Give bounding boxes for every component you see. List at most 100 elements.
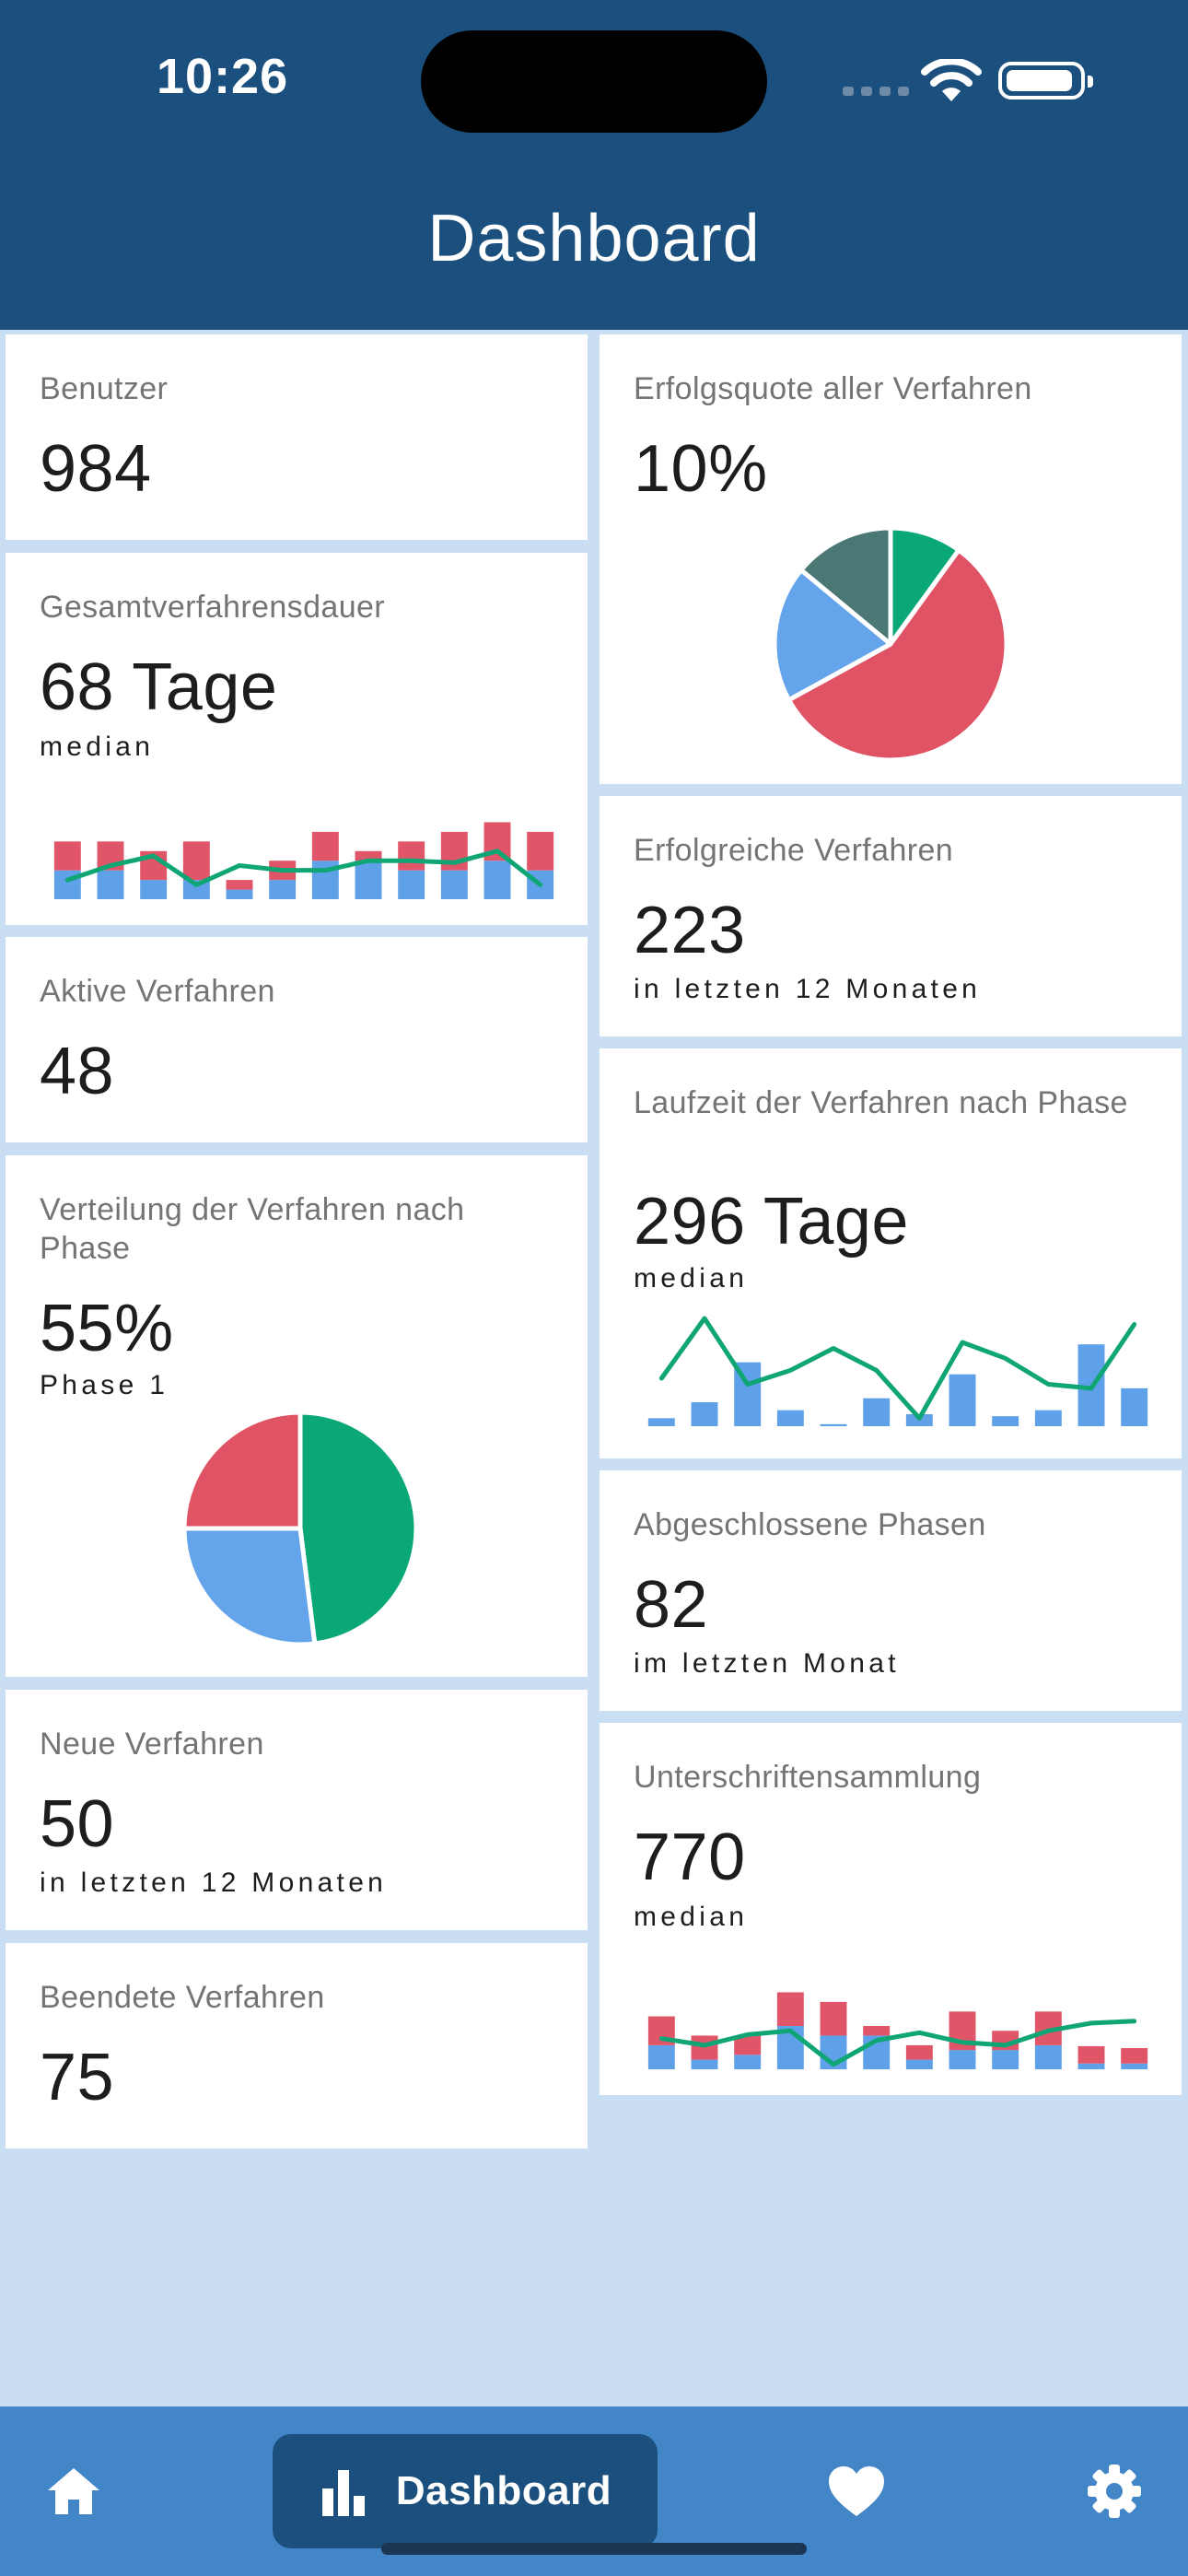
bar-s2-4 — [182, 841, 210, 881]
card-title: Benutzer — [40, 371, 169, 406]
pie-slice-3 — [772, 568, 893, 703]
card-title: Erfolgsquote aller Verfahren — [634, 371, 1032, 406]
bar-s2-12 — [527, 831, 554, 871]
card-value: 75 — [40, 2041, 115, 2114]
pie-slice-1 — [297, 1410, 419, 1646]
bar-s2-3 — [734, 2035, 762, 2055]
bar-s2-11 — [1077, 2045, 1105, 2064]
bar-s1-9 — [992, 1416, 1019, 1426]
combo-chart-laufzeit — [647, 1316, 1148, 1426]
bar-s1-9 — [992, 2050, 1019, 2069]
card-aktive-verfahren[interactable]: Aktive Verfahren 48 — [6, 937, 588, 1142]
bar-s1-11 — [483, 861, 511, 899]
bar-s1-10 — [440, 870, 468, 899]
card-title: Gesamtverfahrensdauer — [40, 590, 386, 625]
card-title: Verteilung der Verfahren nach Phase — [40, 1192, 465, 1266]
card-title: Neue Verfahren — [40, 1727, 264, 1762]
bar-s2-7 — [905, 2044, 933, 2060]
bar-s1-4 — [776, 1410, 804, 1426]
card-erfolgreiche-verfahren[interactable]: Erfolgreiche Verfahren 223 in letzten 12… — [600, 796, 1182, 1036]
pie-chart-erfolgsquote — [772, 525, 1009, 763]
card-value: 55% — [40, 1292, 174, 1365]
card-beendete-verfahren[interactable]: Beendete Verfahren 75 — [6, 1943, 588, 2149]
card-subtitle: im letzten Monat — [634, 1648, 900, 1679]
bar-s1-9 — [398, 870, 425, 899]
heart-icon — [829, 2466, 884, 2516]
bar-s1-2 — [691, 1402, 718, 1426]
card-title: Aktive Verfahren — [40, 974, 275, 1009]
card-value: 82 — [634, 1568, 709, 1642]
bar-s2-5 — [226, 880, 253, 890]
card-value: 223 — [634, 894, 746, 967]
bar-s2-5 — [820, 2001, 847, 2036]
card-neue-verfahren[interactable]: Neue Verfahren 50 in letzten 12 Monaten — [6, 1690, 588, 1930]
bar-s1-12 — [1121, 1388, 1148, 1426]
trend-line — [658, 2019, 1137, 2067]
bar-s1-1 — [647, 1418, 675, 1426]
card-value: 770 — [634, 1821, 746, 1894]
card-subtitle: median — [634, 1902, 749, 1932]
home-icon — [48, 2468, 99, 2514]
card-benutzer[interactable]: Benutzer 984 — [6, 334, 588, 540]
card-verteilung[interactable]: Verteilung der Verfahren nach Phase 55% … — [6, 1155, 588, 1677]
gear-icon — [1088, 2465, 1141, 2518]
combo-chart-gesamtdauer — [53, 822, 554, 899]
battery-icon — [998, 62, 1093, 100]
nav-settings[interactable] — [1068, 2443, 1160, 2539]
bar-chart-icon — [321, 2470, 365, 2516]
card-value: 10% — [634, 432, 768, 506]
card-title: Abgeschlossene Phasen — [634, 1507, 986, 1542]
bar-s1-10 — [1034, 1410, 1062, 1426]
page-title: Dashboard — [427, 202, 761, 275]
bar-s1-1 — [647, 2044, 675, 2069]
card-abgeschlossene-phasen[interactable]: Abgeschlossene Phasen 82 im letzten Mona… — [600, 1470, 1182, 1711]
card-erfolgsquote[interactable]: Erfolgsquote aller Verfahren 10% — [600, 334, 1182, 784]
bar-s1-11 — [1077, 2063, 1105, 2069]
nav-dashboard[interactable]: Dashboard — [273, 2434, 658, 2548]
card-title: Unterschriftensammlung — [634, 1760, 982, 1795]
bar-s1-6 — [269, 880, 297, 899]
bar-s1-2 — [97, 870, 124, 899]
card-title: Erfolgreiche Verfahren — [634, 833, 954, 868]
card-value: 984 — [40, 432, 152, 506]
bar-s1-2 — [691, 2059, 718, 2069]
card-value: 50 — [40, 1787, 115, 1861]
bar-s1-4 — [182, 880, 210, 899]
bar-s2-6 — [863, 2026, 891, 2036]
bar-s1-7 — [905, 2059, 933, 2069]
bar-s2-1 — [53, 841, 81, 871]
card-subtitle: median — [40, 732, 155, 762]
card-laufzeit[interactable]: Laufzeit der Verfahren nach Phase 296 Ta… — [600, 1048, 1182, 1458]
card-subtitle: in letzten 12 Monaten — [634, 974, 982, 1004]
bar-s2-9 — [398, 841, 425, 871]
bar-s2-7 — [311, 831, 339, 861]
pie-slice-4 — [798, 525, 893, 647]
nav-favorites[interactable] — [810, 2443, 903, 2539]
bar-s1-6 — [863, 1398, 891, 1426]
card-value: 48 — [40, 1035, 115, 1108]
combo-chart-unterschriften — [647, 1992, 1148, 2069]
dynamic-island — [421, 30, 767, 133]
bar-s1-12 — [1121, 2063, 1148, 2069]
pie-slice-3 — [181, 1410, 303, 1531]
pie-slice-2 — [786, 547, 1009, 763]
bar-s1-8 — [949, 1374, 976, 1426]
bar-s1-5 — [820, 1423, 847, 1426]
wifi-icon — [921, 59, 982, 101]
card-subtitle: Phase 1 — [40, 1370, 169, 1400]
nav-home[interactable] — [28, 2443, 120, 2539]
bar-s2-4 — [776, 1992, 804, 2026]
trend-line — [658, 1316, 1137, 1421]
trend-line — [64, 849, 543, 887]
card-title: Beendete Verfahren — [40, 1980, 325, 2015]
pie-chart-verteilung — [181, 1410, 419, 1647]
bar-s1-5 — [226, 889, 253, 899]
bar-s1-10 — [1034, 2044, 1062, 2069]
bar-s1-3 — [140, 880, 168, 899]
card-value: 296 Tage — [634, 1185, 909, 1259]
card-title: Laufzeit der Verfahren nach Phase — [634, 1085, 1128, 1120]
card-gesamtverfahrensdauer[interactable]: Gesamtverfahrensdauer 68 Tage median — [6, 553, 588, 925]
card-unterschriftensammlung[interactable]: Unterschriftensammlung 770 median — [600, 1723, 1182, 2095]
pie-slice-2 — [181, 1526, 318, 1647]
app-bar: 10:26 Dashboard — [0, 0, 1188, 330]
